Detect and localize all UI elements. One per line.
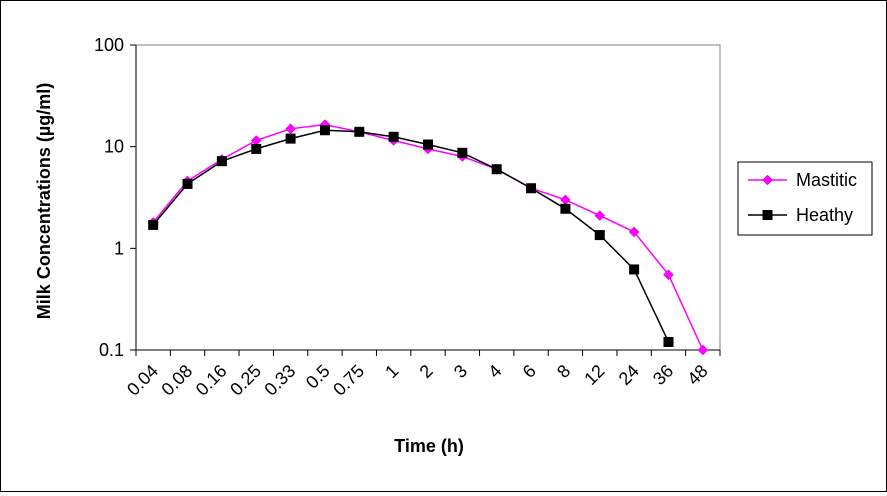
data-point (388, 131, 399, 142)
x-axis: 0.040.080.160.250.33 0.50.75 1 2 3 4 6 8 12 24 36 4… (123, 349, 721, 400)
data-point (251, 143, 262, 154)
x-tick-label: 0.16 (192, 361, 231, 400)
data-point (491, 164, 502, 175)
data-point (560, 203, 571, 214)
x-tick-label: 0.04 (123, 361, 162, 400)
data-point (148, 219, 159, 230)
legend-marker-mastitic (762, 174, 773, 186)
x-axis-title: Time (h) (394, 436, 464, 456)
data-point (629, 264, 640, 275)
x-tick-label: 0.5 (302, 361, 334, 393)
x-tick-label: 3 (450, 361, 471, 382)
legend-label-mastitic: Mastitic (796, 170, 857, 190)
x-tick-label: 0.33 (260, 361, 299, 400)
legend-marker-heathy (762, 210, 773, 220)
x-tick-label: 12 (580, 361, 608, 389)
y-tick-label: 100 (94, 35, 124, 55)
data-point (663, 269, 674, 281)
y-axis: 0.1 1 10 100 (94, 35, 137, 360)
y-axis-title: Milk Concentrations (µg/ml) (34, 83, 54, 319)
series-heathy (148, 125, 674, 347)
data-point (697, 344, 709, 356)
x-tick-label: 24 (615, 361, 643, 389)
data-point (285, 133, 296, 144)
data-point (594, 210, 606, 221)
x-tick-label: 1 (381, 361, 402, 382)
y-tick-label: 0.1 (99, 340, 124, 360)
x-tick-label: 6 (519, 361, 540, 382)
data-point (526, 183, 537, 194)
data-point (319, 125, 330, 136)
x-tick-label: 0.75 (329, 361, 368, 400)
series-layer (147, 119, 709, 356)
legend-label-heathy: Heathy (796, 205, 853, 225)
x-tick-label: 0.08 (157, 361, 196, 400)
data-point (457, 147, 468, 158)
data-point (423, 139, 433, 150)
plot-area (135, 44, 721, 351)
data-point (182, 178, 193, 189)
x-tick-label: 0.25 (226, 361, 265, 400)
y-tick-label: 1 (114, 238, 124, 258)
x-tick-label: 4 (484, 361, 505, 382)
x-tick-label: 48 (683, 361, 711, 389)
data-point (594, 230, 605, 241)
x-tick-label: 2 (416, 361, 437, 382)
x-tick-label: 8 (553, 361, 574, 382)
data-point (216, 156, 227, 167)
legend-box (737, 161, 873, 236)
data-point (663, 336, 674, 347)
legend: Mastitic Heathy (737, 161, 873, 236)
data-point (354, 126, 365, 137)
data-point (628, 226, 640, 238)
series-line (152, 129, 670, 343)
y-tick-label: 10 (104, 137, 124, 157)
x-tick-label: 36 (649, 361, 677, 389)
